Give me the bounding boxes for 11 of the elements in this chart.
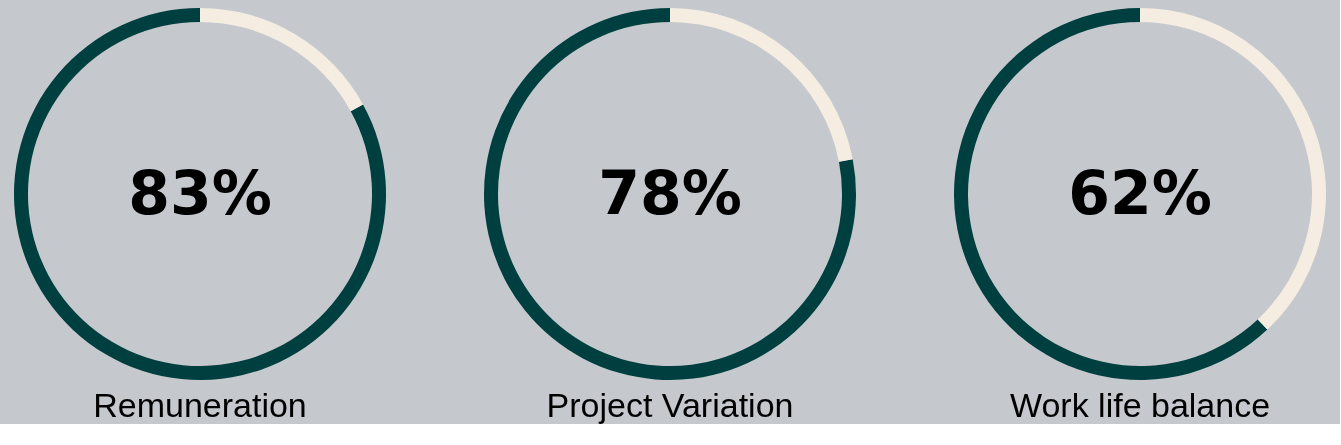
donut-slice — [14, 8, 386, 380]
donut-slice — [484, 8, 856, 380]
text: Project Variation — [546, 386, 794, 424]
text: Remuneration — [93, 386, 307, 424]
donut-slice — [670, 8, 853, 162]
donut-slice — [200, 8, 363, 112]
text: 62% — [1068, 158, 1212, 228]
donut-slice — [954, 8, 1268, 380]
text: Work life balance — [1009, 386, 1271, 424]
text: 78% — [598, 158, 742, 228]
text: 83% — [128, 158, 272, 228]
